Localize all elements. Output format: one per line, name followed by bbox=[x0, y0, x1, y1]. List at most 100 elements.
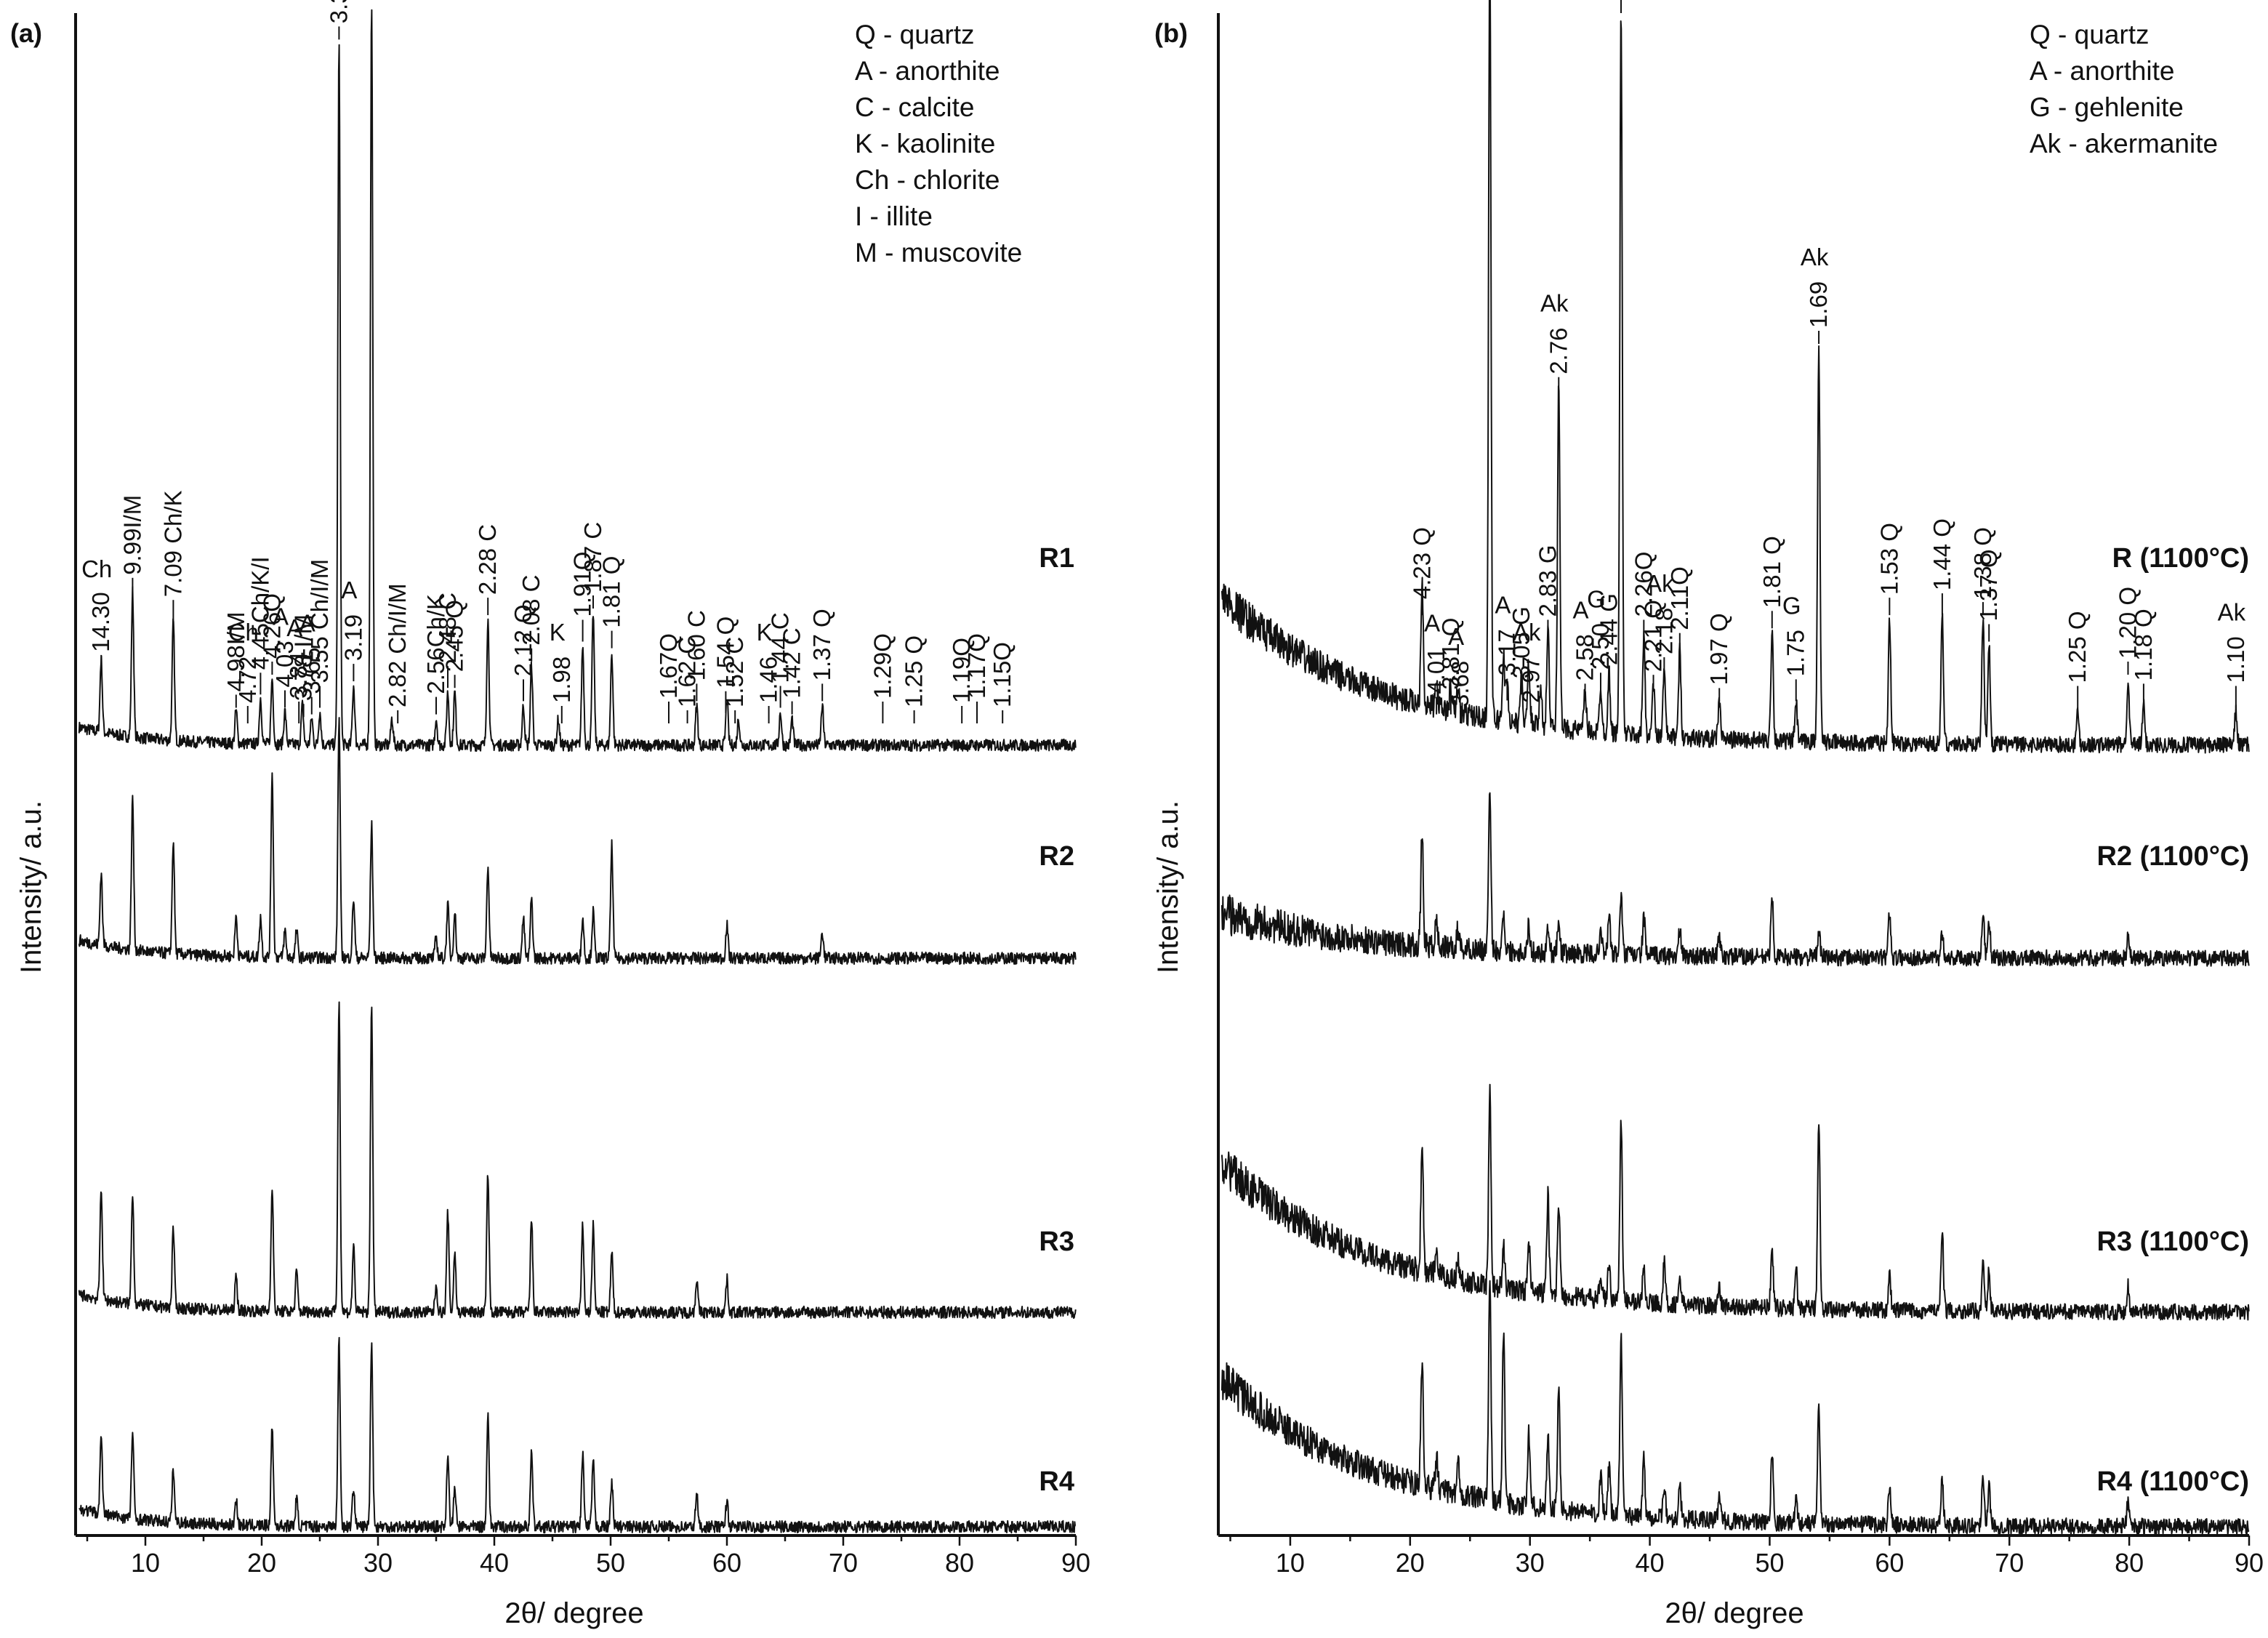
legend-entry: Ak - akermanite bbox=[2030, 129, 2218, 158]
panel-a: (a) Intensity/ a.u. 2θ/ degree Q - quart… bbox=[10, 0, 1090, 1629]
axes-a: 10 20 30 40 50 60 70 80 90 bbox=[74, 13, 1090, 1578]
y-axis-label-a: Intensity/ a.u. bbox=[15, 800, 47, 973]
y-axis-label-b: Intensity/ a.u. bbox=[1152, 800, 1184, 973]
x-tick-label: 40 bbox=[1636, 1548, 1665, 1578]
series-label: R2 bbox=[1039, 841, 1074, 872]
phase-label: G bbox=[1587, 585, 1606, 612]
x-tick-label: 10 bbox=[1276, 1548, 1305, 1578]
x-tick-label: 30 bbox=[1516, 1548, 1545, 1578]
phase-label: A bbox=[1448, 623, 1464, 650]
peak-label: 1.69 bbox=[1805, 281, 1832, 328]
peak-label: 9.99I/M bbox=[118, 495, 145, 575]
peak-label: 3.78 I/M bbox=[290, 614, 317, 701]
peak-label: 1.25 Q bbox=[2064, 611, 2091, 683]
peak-label: 1.81 Q bbox=[598, 556, 625, 628]
phase-label: A bbox=[286, 614, 302, 641]
trace-r4 bbox=[79, 1336, 1076, 1534]
x-tick-label: 20 bbox=[247, 1548, 276, 1578]
x-axis-label-b: 2θ/ degree bbox=[1665, 1597, 1803, 1629]
peak-label: 2.82 Ch/I/M bbox=[384, 583, 411, 707]
peak-label: 1.53 Q bbox=[1875, 523, 1902, 595]
trace-r2-1100-c- bbox=[1221, 792, 2250, 967]
peak-label: 1.42 C bbox=[779, 627, 805, 698]
series-label: R3 (1100°C) bbox=[2096, 1227, 2249, 1257]
phase-label: Ch bbox=[81, 555, 112, 582]
x-tick-label: 10 bbox=[131, 1548, 160, 1578]
peak-label: 1.46 bbox=[755, 657, 782, 703]
peak-label: 7.09 Ch/K bbox=[159, 490, 186, 597]
peak-label: 2.48 C bbox=[434, 593, 461, 663]
x-tick-label: 90 bbox=[1061, 1548, 1090, 1578]
legend-entry: I - illite bbox=[855, 201, 933, 231]
panel-label-b: (b) bbox=[1154, 18, 1188, 48]
legend-entry: Ch - chlorite bbox=[855, 165, 1000, 195]
series-label: R2 (1100°C) bbox=[2096, 841, 2249, 872]
peak-label: 2.12 Q bbox=[510, 604, 536, 676]
phase-label: A bbox=[299, 610, 315, 637]
phase-label: Ch bbox=[228, 619, 259, 646]
peak-label: 2.76 bbox=[1545, 327, 1572, 374]
peak-label: 1.37 Q bbox=[1975, 549, 2002, 621]
peak-label: 1.54 Q bbox=[712, 617, 739, 688]
peak-label: 2.28 C bbox=[474, 524, 501, 595]
x-tick-label: 70 bbox=[1995, 1548, 2024, 1578]
x-tick-label: 60 bbox=[712, 1548, 741, 1578]
traces-a: R1 R2 R3 R4 bbox=[78, 9, 1077, 1534]
peak-label: 1.25 Q bbox=[901, 635, 928, 707]
x-tick-label: 70 bbox=[829, 1548, 858, 1578]
peak-label: 3.34 Q bbox=[325, 0, 352, 23]
legend-entry: Q - quartz bbox=[2030, 20, 2150, 49]
x-tick-label: 50 bbox=[596, 1548, 625, 1578]
phase-label: Ak bbox=[1646, 570, 1674, 597]
phase-label: A bbox=[273, 603, 289, 630]
peak-label: 4.26Q bbox=[258, 593, 285, 659]
phase-label: G bbox=[1782, 592, 1801, 619]
peak-label: 1.75 bbox=[1782, 630, 1809, 676]
peak-label: 1.44 C bbox=[767, 612, 794, 683]
trace-r3 bbox=[78, 1001, 1077, 1320]
x-axis-label-a: 2θ/ degree bbox=[504, 1597, 643, 1629]
legend-entry: A - anorthite bbox=[855, 56, 1000, 86]
x-tick-label: 50 bbox=[1755, 1548, 1784, 1578]
legend-entry: G - gehlenite bbox=[2030, 92, 2184, 122]
peak-label: 1.17Q bbox=[963, 633, 990, 699]
peak-label: 1.67Q bbox=[655, 633, 682, 699]
peak-label: 4.45Ch/K/I bbox=[246, 556, 273, 670]
peak-label: 2.83 G bbox=[1534, 545, 1561, 617]
x-tick-label: 80 bbox=[2115, 1548, 2144, 1578]
peak-label: 1.29Q bbox=[869, 633, 896, 699]
legend-entry: Q - quartz bbox=[855, 20, 975, 49]
peak-label: 4.72 bbox=[234, 657, 261, 703]
series-label: R4 (1100°C) bbox=[2096, 1466, 2249, 1497]
traces-b: R (1100°C) R2 (1100°C) R3 (1100°C) R4 (1100… bbox=[1221, 0, 2250, 1535]
peak-label: 1.81 Q bbox=[1758, 536, 1785, 608]
phase-label: A bbox=[1424, 610, 1440, 637]
peak-label: 1.15Q bbox=[989, 642, 1016, 707]
x-tick-label: 30 bbox=[363, 1548, 393, 1578]
peak-label: 3.05 G bbox=[1508, 606, 1535, 678]
legend-b: Q - quartz A - anorthite G - gehlenite A… bbox=[2030, 20, 2218, 158]
peak-label: 2.11Q bbox=[1666, 566, 1693, 630]
series-label: R1 bbox=[1039, 543, 1074, 574]
peak-label: 3.81 Q bbox=[1437, 618, 1464, 690]
legend-entry: A - anorthite bbox=[2030, 56, 2175, 86]
phase-label: A bbox=[1572, 596, 1588, 623]
phase-label: Ak bbox=[2218, 599, 2246, 626]
series-label: R3 bbox=[1039, 1227, 1074, 1257]
peak-label: 3.55 Ch/I/M bbox=[306, 559, 333, 683]
peak-label: 14.30 bbox=[87, 592, 114, 652]
peak-label: 2.18 bbox=[1650, 608, 1677, 654]
x-tick-label: 60 bbox=[1875, 1548, 1904, 1578]
panel-b: (b) Intensity/ a.u. 2θ/ degree Q - quart… bbox=[1152, 0, 2264, 1629]
peak-label: 2.56Ch/K bbox=[422, 594, 449, 694]
peak-label: 1.10 bbox=[2222, 636, 2249, 683]
peak-label: 1.97 Q bbox=[1705, 613, 1732, 685]
peak-label: 1.37 Q bbox=[808, 609, 835, 681]
peak-label: 2.58 bbox=[1572, 634, 1599, 681]
series-label: R (1100°C) bbox=[2112, 543, 2249, 574]
peak-label: 1.91Q bbox=[569, 552, 596, 617]
peak-label: 2.44 G bbox=[1596, 593, 1622, 665]
trace-r1 bbox=[78, 9, 1077, 752]
